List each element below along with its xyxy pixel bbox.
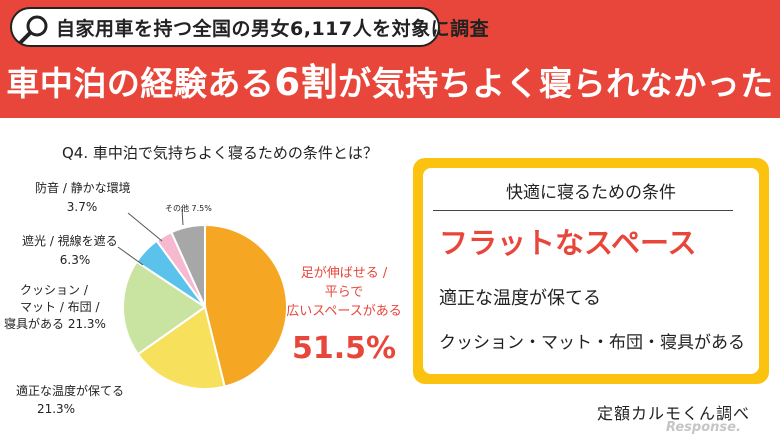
watermark-logo: Response. <box>666 420 741 435</box>
label-shade-line1: 遮光 / 視線を遮る <box>22 233 118 248</box>
slice-temperature <box>136 305 226 390</box>
slice-other <box>170 223 206 308</box>
label-cushion-line2: マット / 布団 / <box>20 300 100 314</box>
headline-part-1: 車中泊の経験ある <box>6 64 275 103</box>
source-credit: 定額カルモくん調べ <box>597 404 751 423</box>
header-banner: 自家用車を持つ全国の男女6,117人を対象に調査 車中泊の経験ある6割が気持ちよ… <box>0 0 780 118</box>
headline-part-3: が気持ちよく寝られなかった <box>338 64 774 103</box>
condition-flat-space: フラットなスペース <box>439 226 697 260</box>
pie-leader-lines <box>117 208 184 266</box>
pie-chart: 防音 / 静かな環境 3.7% その他 7.5% 遮光 / 視線を遮る 6.3%… <box>4 180 402 416</box>
callout-divider <box>433 210 733 211</box>
slice-bedding <box>122 260 207 356</box>
slice-flat-space <box>204 223 288 388</box>
survey-label: 自家用車を持つ全国の男女6,117人を対象に調査 <box>56 17 490 40</box>
question-title: Q4. 車中泊で気持ちよく寝るための条件とは？ <box>62 144 378 162</box>
leader-line-sound <box>127 212 163 242</box>
label-temp-value: 21.3% <box>37 402 75 416</box>
label-other: その他 7.5% <box>165 203 212 213</box>
callout-panel: 快適に寝るための条件 フラットなスペース 適正な温度が保てる クッション・マット… <box>423 168 759 374</box>
leader-line-other <box>181 208 184 226</box>
label-cushion-line3: 寝具がある 21.3% <box>4 316 106 331</box>
label-sound-line1: 防音 / 静かな環境 <box>35 180 131 195</box>
label-main-line2: 平らで <box>325 285 364 300</box>
label-shade-value: 6.3% <box>60 253 91 267</box>
label-main-line1: 足が伸ばせる / <box>301 266 388 281</box>
condition-bedding: クッション・マット・布団・寝具がある <box>439 333 745 353</box>
condition-temperature: 適正な温度が保てる <box>439 288 601 309</box>
label-main-line3: 広いスペースがある <box>286 304 401 319</box>
label-main-value: 51.5% <box>292 331 396 366</box>
survey-badge: 自家用車を持つ全国の男女6,117人を対象に調査 <box>10 7 489 47</box>
headline-part-2: 6割 <box>274 61 339 104</box>
callout-title: 快適に寝るための条件 <box>506 183 676 203</box>
leader-line-shade <box>117 246 144 266</box>
conditions-callout: 快適に寝るための条件 フラットなスペース 適正な温度が保てる クッション・マット… <box>413 158 769 384</box>
label-temp-line1: 適正な温度が保てる <box>16 383 124 398</box>
label-sound-value: 3.7% <box>67 200 98 214</box>
headline: 車中泊の経験ある6割が気持ちよく寝られなかった <box>0 54 780 112</box>
magnifier-icon <box>19 15 48 44</box>
label-cushion-line1: クッション / <box>20 283 89 297</box>
